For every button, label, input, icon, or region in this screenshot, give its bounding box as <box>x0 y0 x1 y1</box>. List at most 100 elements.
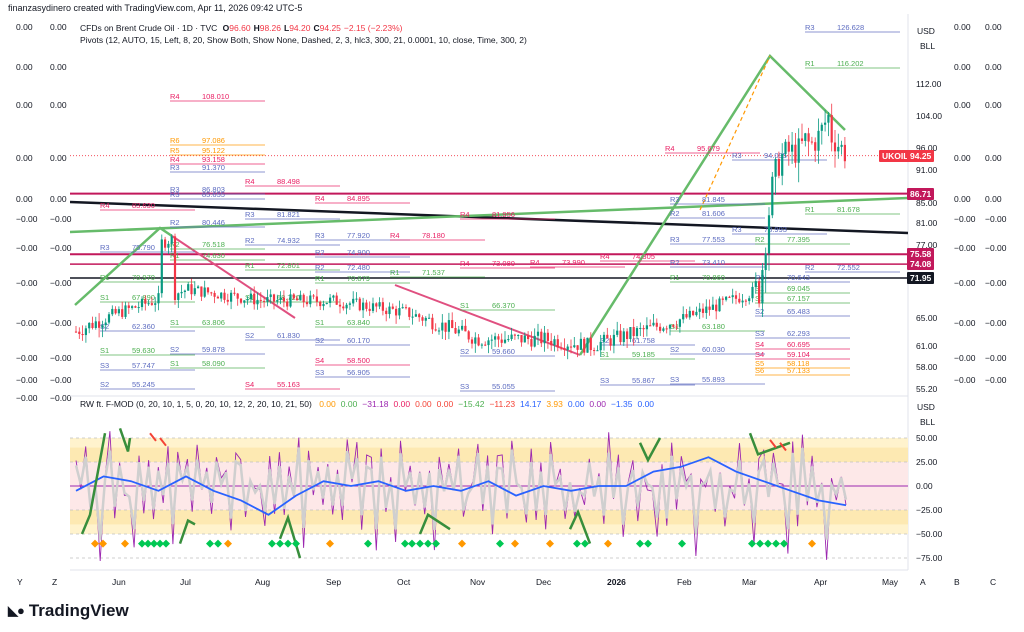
candle-body <box>134 306 137 308</box>
pivot-value: 63.840 <box>347 318 370 327</box>
candle-body <box>381 302 384 311</box>
pivot-value: 55.245 <box>132 380 155 389</box>
pivot-label: R3 <box>805 23 815 32</box>
candle-body <box>447 320 450 332</box>
candle-body <box>467 331 470 340</box>
candle-body <box>609 338 612 346</box>
scale-value: −0.00 <box>50 353 72 363</box>
pivot-value: 73.410 <box>702 258 725 267</box>
osc-mode[interactable]: BLL <box>920 417 936 427</box>
pivot-value: 55.867 <box>632 376 655 385</box>
candle-body <box>517 334 520 336</box>
time-label: C <box>990 577 997 587</box>
scale-value: −0.00 <box>954 214 976 224</box>
signal-diamond <box>573 539 581 548</box>
price-tick: 91.00 <box>916 165 938 175</box>
candle-body <box>81 334 84 336</box>
candle-body <box>352 298 355 304</box>
pivot-value: 59.660 <box>492 347 515 356</box>
candle-body <box>164 239 167 248</box>
scale-value: 0.00 <box>985 22 1002 32</box>
pivot-label: S2 <box>460 347 469 356</box>
candle-body <box>124 305 127 317</box>
candle-body <box>553 339 556 346</box>
time-label: Feb <box>677 577 692 587</box>
pivot-value: 74.630 <box>202 251 225 260</box>
pivot-label: S1 <box>600 350 609 359</box>
candle-body <box>269 294 272 298</box>
pivot-label: S5 <box>755 359 764 368</box>
price-currency[interactable]: USD <box>917 26 935 36</box>
candle-body <box>431 317 434 330</box>
pivot-label: S3 <box>600 376 609 385</box>
pivot-label: R2 <box>315 263 325 272</box>
pivot-label: R4 <box>390 231 400 240</box>
candle-body <box>787 141 790 152</box>
pivot-label: R2 <box>805 263 815 272</box>
candle-body <box>649 325 652 327</box>
candle-body <box>451 320 454 329</box>
pivot-value: 108.010 <box>202 92 229 101</box>
scale-value: −0.00 <box>16 278 38 288</box>
candle-body <box>121 309 124 317</box>
price-mode[interactable]: BLL <box>920 41 936 51</box>
osc-currency[interactable]: USD <box>917 402 935 412</box>
scale-value: 0.00 <box>954 153 971 163</box>
pivot-label: R5 <box>170 146 180 155</box>
pivot-label: R2 <box>755 273 765 282</box>
ohlc-item: H98.26 <box>253 23 281 33</box>
price-tag: 75.58 <box>907 248 935 261</box>
candle-body <box>127 305 130 308</box>
pivot-value: 81.956 <box>492 210 515 219</box>
pivot-value: 59.104 <box>787 350 810 359</box>
candle-body <box>358 298 361 311</box>
candle-body <box>322 303 325 307</box>
candle-body <box>579 338 582 350</box>
candle-body <box>329 297 332 303</box>
candle-body <box>325 302 328 304</box>
scale-value: −0.00 <box>16 214 38 224</box>
signal-diamond <box>206 539 214 548</box>
candle-body <box>794 144 797 163</box>
oscillator-legend[interactable]: RW ft. F-MOD (0, 20, 10, 1, 5, 0, 20, 10… <box>80 399 654 409</box>
candle-body <box>738 298 741 303</box>
scale-value: −0.00 <box>985 318 1007 328</box>
scale-value: −0.00 <box>16 375 38 385</box>
pivot-label: R4 <box>315 194 325 203</box>
candle-body <box>210 292 213 294</box>
time-label: Nov <box>470 577 486 587</box>
time-label: Jun <box>112 577 126 587</box>
candle-body <box>117 309 120 314</box>
scale-value: 0.00 <box>50 100 67 110</box>
osc-extreme-green <box>748 432 791 456</box>
candle-body <box>289 294 292 307</box>
candle-body <box>569 346 573 348</box>
candle-body <box>668 324 672 329</box>
pivot-label: S1 <box>315 318 324 327</box>
candle-body <box>560 347 563 349</box>
scale-value: 0.00 <box>16 153 33 163</box>
candle-body <box>744 300 747 302</box>
candle-body <box>556 339 559 348</box>
candle-body <box>807 133 810 142</box>
candle-body <box>190 284 193 295</box>
candle-body <box>239 298 243 303</box>
candle-body <box>414 314 417 317</box>
pivot-value: 81.821 <box>277 210 300 219</box>
signal-diamond <box>604 539 612 548</box>
scale-value: 0.00 <box>16 62 33 72</box>
candle-body <box>421 317 424 321</box>
osc-extreme-red <box>159 437 167 447</box>
symbol-legend[interactable]: CFDs on Brent Crude Oil · 1D · TVC O96.6… <box>80 23 403 33</box>
candle-body <box>599 341 602 351</box>
candle-body <box>748 298 751 302</box>
tradingview-logo[interactable]: ◣● TradingView <box>8 601 129 621</box>
pivot-value: 56.905 <box>347 368 370 377</box>
candle-body <box>784 141 787 154</box>
pivots-legend[interactable]: Pivots (12, AUTO, 15, Left, 8, 20, Show … <box>80 35 527 45</box>
candle-body <box>711 304 714 310</box>
time-label: B <box>954 577 960 587</box>
scale-value: −0.00 <box>954 318 976 328</box>
candle-body <box>824 122 827 125</box>
